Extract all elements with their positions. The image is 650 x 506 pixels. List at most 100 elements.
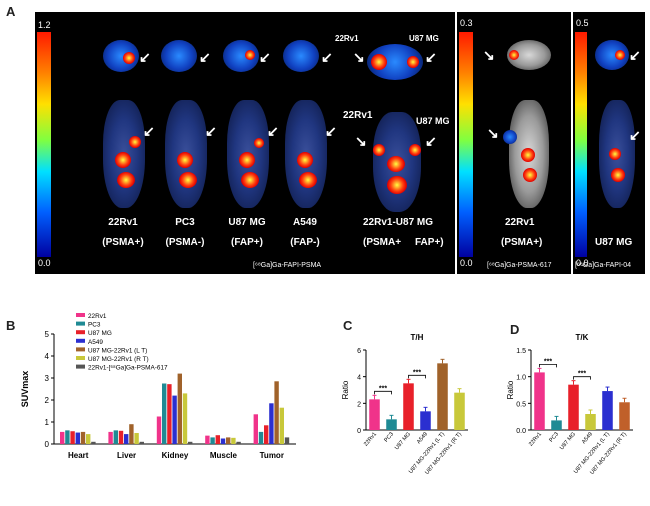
- bar: [129, 424, 134, 444]
- fapi04-colorbar: [575, 32, 587, 257]
- bar: [86, 434, 91, 444]
- legend-label: A549: [88, 339, 103, 346]
- mouse-label-3: U87 MG: [228, 217, 266, 228]
- bar: [118, 430, 124, 444]
- fapi04-colorbar-min: 0.0: [576, 258, 589, 268]
- panel-label-a: A: [6, 4, 16, 19]
- y-tick-label: 5: [45, 330, 50, 339]
- y-tick-label: 6: [357, 348, 361, 355]
- bar: [236, 441, 241, 444]
- bar: [274, 381, 279, 444]
- psma617-colorbar-min: 0.0: [460, 258, 473, 268]
- bar: [91, 441, 96, 444]
- dual-slice-label-left: 22Rv1: [335, 34, 359, 43]
- arrow-icon: ↘: [483, 47, 495, 63]
- fapi04-tracer-caption: [⁶⁸Ga]Ga-FAPI-04: [575, 262, 632, 269]
- bar: [602, 391, 613, 430]
- fapi04-body: [599, 100, 635, 208]
- psma617-slice: [507, 40, 551, 70]
- significance-label: ***: [578, 371, 586, 378]
- legend-label: 22Rv1: [88, 313, 107, 320]
- psma617-mouse-type: (PSMA+): [501, 237, 543, 248]
- mouse-type-1: (PSMA+): [102, 237, 144, 248]
- arrow-icon: ↘: [487, 125, 499, 141]
- y-tick-label: 0.0: [516, 428, 526, 435]
- significance-label: ***: [544, 358, 552, 365]
- psma617-colorbar-max: 0.3: [460, 18, 473, 28]
- significance-bracket: [573, 376, 591, 380]
- y-axis-label: Ratio: [341, 380, 350, 399]
- bar: [269, 403, 274, 444]
- legend-swatch: [76, 321, 85, 326]
- y-tick-label: 0: [357, 428, 361, 435]
- mouse-body-4: [285, 100, 327, 208]
- arrow-icon: ↙: [143, 123, 155, 139]
- y-tick-label: 4: [45, 352, 50, 361]
- bar: [172, 395, 177, 444]
- bar: [139, 441, 144, 444]
- mouse-body-1: [103, 100, 145, 208]
- mouse-slice-1: [103, 40, 139, 72]
- mouse-label-2: PC3: [175, 217, 195, 228]
- arrow-icon: ↙: [325, 123, 337, 139]
- bar: [156, 416, 162, 444]
- bar: [108, 431, 113, 444]
- arrow-icon: ↘: [355, 133, 367, 149]
- arrow-icon: ↙: [199, 49, 211, 65]
- mouse-type-3: (FAP+): [231, 237, 263, 248]
- bar: [70, 431, 75, 444]
- bar: [220, 438, 226, 444]
- arrow-icon: ↙: [629, 127, 641, 143]
- dual-mouse-body: [373, 112, 421, 212]
- legend-swatch: [76, 364, 85, 369]
- y-tick-label: 2: [45, 396, 50, 405]
- bar: [258, 431, 264, 444]
- bar: [619, 402, 630, 430]
- psma617-tracer-caption: [⁶⁸Ga]Ga-PSMA-617: [487, 262, 552, 269]
- mouse-label-1: 22Rv1: [108, 217, 138, 228]
- x-tick-label: U87 MG: [559, 431, 577, 451]
- significance-bracket: [408, 374, 426, 379]
- bar: [124, 434, 129, 444]
- bar: [403, 383, 414, 430]
- y-tick-label: 4: [357, 375, 361, 382]
- bar: [437, 363, 448, 430]
- bar: [585, 414, 596, 430]
- bar: [162, 383, 167, 444]
- dual-body-label-right: U87 MG: [416, 116, 450, 126]
- bar: [264, 425, 269, 444]
- dual-mouse-type-left: (PSMA+: [363, 237, 402, 248]
- y-tick-label: 0.5: [516, 401, 526, 408]
- y-tick-label: 1: [45, 418, 50, 427]
- arrow-icon: ↙: [267, 123, 279, 139]
- x-tick-label: Liver: [117, 451, 136, 460]
- dual-body-label-left: 22Rv1: [343, 110, 373, 121]
- arrow-icon: ↙: [259, 49, 271, 65]
- pet-imaging-panel: 1.2 0.0 ↙ ↙ ↙ ↙ ↙ ↙ ↙ ↙ 22Rv1 (PSMA+) PC…: [35, 12, 645, 274]
- bar: [134, 433, 139, 444]
- bar: [226, 437, 231, 444]
- legend-swatch: [76, 313, 85, 317]
- x-tick-label: Heart: [68, 451, 89, 460]
- mouse-body-2: [165, 100, 207, 208]
- psma617-mouse-label: 22Rv1: [505, 217, 535, 228]
- x-tick-label: Muscle: [210, 451, 238, 460]
- bar: [60, 431, 65, 444]
- y-tick-label: 2: [357, 401, 361, 408]
- legend-label: U87 MG-22Rv1 (R T): [88, 356, 149, 363]
- arrow-icon: ↙: [425, 133, 437, 149]
- y-tick-label: 1.0: [516, 375, 526, 382]
- bar: [284, 437, 290, 444]
- bar: [551, 420, 562, 430]
- bar: [568, 384, 579, 430]
- bar: [210, 437, 215, 444]
- mouse-type-2: (PSMA-): [165, 237, 205, 248]
- panel-label-c: C: [343, 318, 353, 333]
- dual-mouse-type-right: FAP+): [415, 237, 444, 248]
- x-tick-label: 22Rv1: [528, 431, 543, 447]
- mouse-type-4: (FAP-): [290, 237, 320, 248]
- bar: [279, 407, 284, 444]
- panel-label-d: D: [510, 322, 520, 337]
